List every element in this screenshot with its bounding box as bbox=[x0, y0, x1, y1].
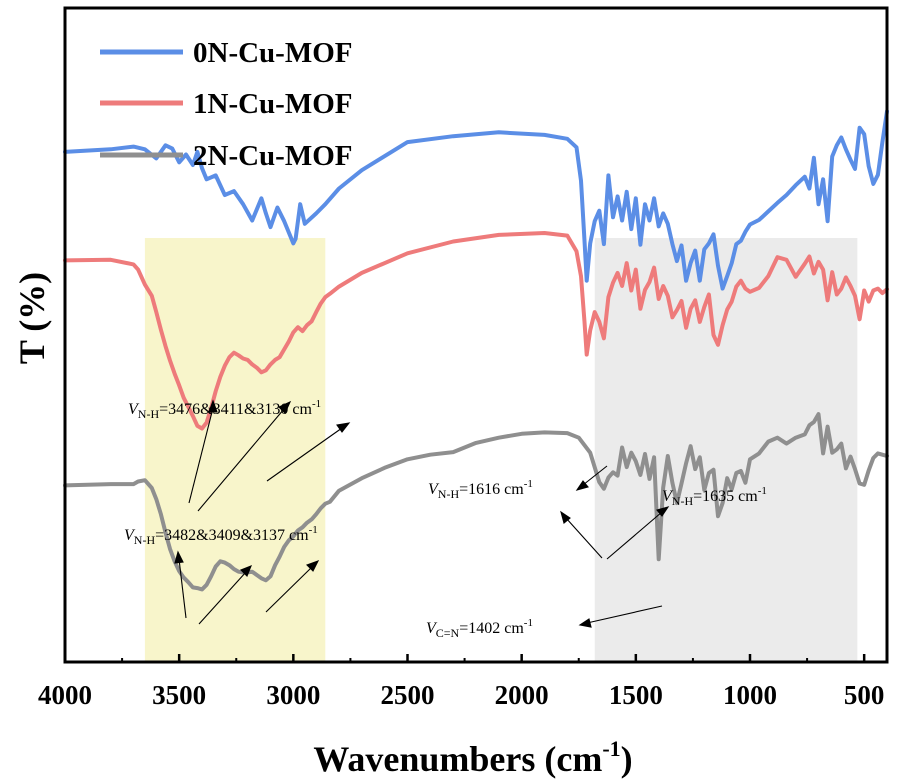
x-tick-label-1000: 1000 bbox=[723, 680, 777, 710]
highlight-region-1 bbox=[594, 238, 858, 662]
series-line-2n-cu-mof bbox=[63, 412, 889, 592]
legend-label-0n: 0N-Cu-MOF bbox=[193, 37, 352, 69]
x-tick-label-2500: 2500 bbox=[381, 680, 435, 710]
x-tick-label-2000: 2000 bbox=[495, 680, 549, 710]
x-tick-label-3500: 3500 bbox=[152, 680, 206, 710]
highlight-regions bbox=[144, 238, 858, 662]
legend-label-2n: 2N-Cu-MOF bbox=[193, 140, 352, 172]
legend: 0N-Cu-MOF 1N-Cu-MOF 2N-Cu-MOF bbox=[100, 37, 352, 172]
x-tick-label-4000: 4000 bbox=[38, 680, 92, 710]
legend-label-1n: 1N-Cu-MOF bbox=[193, 88, 352, 120]
x-tick-label-500: 500 bbox=[844, 680, 885, 710]
highlight-region-0 bbox=[144, 238, 326, 662]
x-tick-label-1500: 1500 bbox=[609, 680, 663, 710]
plot-frame bbox=[63, 6, 889, 664]
annotation-1616: VN-H=1616 cm-1 bbox=[428, 478, 533, 501]
series-line-1n-cu-mof bbox=[63, 231, 889, 431]
series-line-0n-cu-mof bbox=[63, 109, 889, 291]
annotation-2n-nh: VN-H=3482&3409&3137 cm-1 bbox=[124, 524, 318, 547]
x-axis-title: Wavenumbers (cm-1) bbox=[313, 736, 632, 779]
y-axis-title: T (%) bbox=[12, 272, 52, 364]
annotation-1n-nh: VN-H=3476&3411&3130 cm-1 bbox=[128, 398, 321, 421]
series-layer bbox=[63, 109, 889, 592]
x-tick-label-3000: 3000 bbox=[266, 680, 320, 710]
annotation-1635: VN-H=1635 cm-1 bbox=[662, 485, 767, 508]
annotation-arrows bbox=[174, 399, 670, 628]
x-ticks: 4000 3500 3000 2500 2000 1500 1000 500 bbox=[38, 654, 884, 710]
annotation-1402: VC=N=1402 cm-1 bbox=[426, 617, 533, 640]
